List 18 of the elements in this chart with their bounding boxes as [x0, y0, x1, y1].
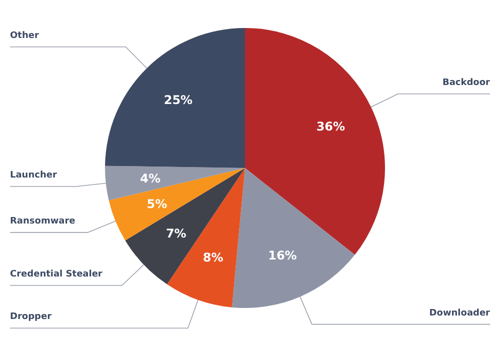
- pie-slice: [105, 28, 245, 168]
- data-label: 5%: [146, 197, 168, 212]
- pie-slice: [108, 168, 245, 240]
- data-label: 16%: [268, 248, 297, 263]
- slice-label: Credential Stealer: [10, 269, 103, 280]
- data-label: 7%: [166, 226, 186, 241]
- slice-label: Other: [10, 30, 40, 41]
- slice-label: Dropper: [10, 312, 52, 322]
- data-label: 8%: [202, 250, 224, 265]
- pie-slice: [166, 168, 245, 308]
- data-label: 4%: [140, 171, 161, 186]
- data-label: 25%: [164, 93, 193, 108]
- data-label: 36%: [316, 120, 346, 134]
- slice-label: Downloader: [429, 308, 491, 318]
- pie-slice: [125, 168, 245, 284]
- slice-label: Ransomware: [10, 216, 76, 226]
- slice-label: Launcher: [10, 170, 58, 180]
- slice-label: Backdoor: [442, 78, 491, 88]
